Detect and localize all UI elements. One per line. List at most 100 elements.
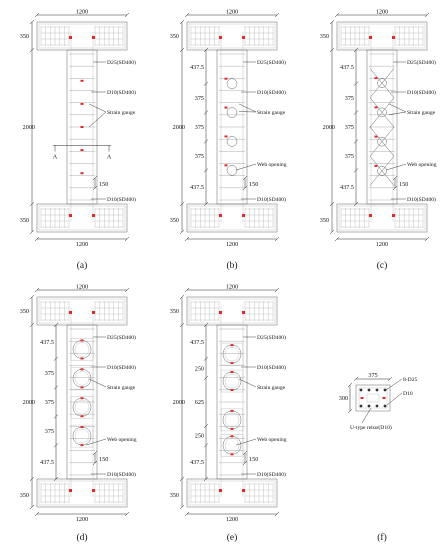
dimension-tick	[274, 236, 280, 242]
flange-cover-line	[188, 298, 276, 324]
web-outline	[66, 49, 98, 205]
strain-gauge-mark	[92, 311, 95, 314]
dimension-tick	[29, 47, 35, 53]
flange-height-label: 350	[20, 492, 29, 499]
strain-gauge-mark	[80, 339, 84, 342]
strain-gauge-mark	[374, 135, 378, 138]
opening-ring-bar	[74, 400, 90, 415]
strain-gauge-mark	[219, 36, 222, 39]
dimension-tick	[387, 376, 393, 382]
web-opening-label: Web opening	[407, 162, 437, 168]
leader-line	[85, 438, 107, 446]
strain-gauge-mark	[92, 214, 95, 217]
strain-gauge-mark	[69, 311, 72, 314]
web-opening	[222, 436, 242, 455]
dimension-tick	[329, 19, 335, 25]
web-opening	[72, 340, 92, 359]
opening-reinforcement	[220, 408, 244, 432]
opening-reinforcement	[70, 367, 94, 390]
width-label: 1200	[226, 516, 238, 523]
height-label: 2000	[173, 124, 185, 131]
web-opening	[377, 166, 387, 176]
strain-gauge-mark	[374, 77, 378, 80]
transverse-bar-label: D10(SD400)	[257, 364, 286, 371]
strain-gauge-mark	[219, 489, 222, 492]
diagonal-bar	[369, 97, 395, 128]
main-bar	[367, 388, 371, 392]
dimension-tick	[179, 294, 185, 300]
strain-gauge-mark	[80, 126, 84, 128]
dimension-tick	[184, 287, 190, 293]
opening-reinforcement	[70, 396, 94, 419]
dimension-tick	[424, 12, 430, 18]
transverse-bar-label: D10(SD400)	[107, 364, 136, 371]
segment-label: 375	[195, 95, 204, 102]
dimension-tick	[179, 229, 185, 235]
dimension-tick	[179, 504, 185, 510]
dimension-tick	[124, 236, 130, 242]
dimension-tick	[353, 376, 359, 382]
web-outline	[66, 324, 98, 480]
flange-cover-line	[38, 23, 126, 49]
stirrup-label: U-type rebar(D10)	[350, 424, 392, 431]
web-opening	[226, 78, 238, 89]
strain-gauge-mark	[80, 386, 84, 389]
dimension-tick	[242, 460, 248, 466]
dimension-tick	[124, 511, 130, 517]
main-bar	[383, 388, 387, 392]
strain-gauge-label: Strain gauge	[407, 110, 436, 116]
spacing-label: 150	[99, 456, 108, 463]
opening-reinforcement	[70, 424, 94, 448]
spacing-label: 150	[249, 181, 258, 188]
u-stirrup	[358, 387, 388, 409]
dimension-tick	[34, 287, 40, 293]
dimension-tick	[34, 12, 40, 18]
dimension-tick	[184, 511, 190, 517]
width-label: 1200	[376, 241, 388, 248]
dimension-tick	[334, 236, 340, 242]
segment-label: 375	[45, 428, 54, 435]
dimension-tick	[392, 185, 398, 191]
segment-label: 250	[195, 433, 204, 440]
opening-ring-bar	[224, 373, 240, 389]
web-opening	[377, 78, 387, 88]
height-label: 2000	[173, 399, 185, 406]
transverse-bar-label: D10(SD400)	[107, 89, 136, 96]
dimension-tick	[242, 175, 248, 181]
web-opening	[222, 371, 242, 391]
leader-line	[388, 103, 407, 113]
opening-ring-bar	[74, 428, 90, 444]
strain-gauge-mark	[80, 79, 84, 82]
height-label: 2000	[23, 399, 35, 406]
flange-cover-line	[338, 23, 426, 49]
dimension-tick	[274, 287, 280, 293]
dimension-tick	[274, 511, 280, 517]
flange-height-label: 350	[320, 217, 329, 224]
web-outline	[216, 324, 248, 480]
flange-cover-line	[38, 480, 126, 506]
web-opening	[226, 165, 238, 176]
segment-label: 625	[195, 399, 204, 406]
transverse-bar-label: D10(SD400)	[257, 89, 286, 96]
strain-gauge-mark	[242, 311, 245, 314]
leader-line	[238, 378, 257, 388]
transverse-bar-label: D10(SD400)	[257, 471, 286, 478]
flange-height-label: 350	[320, 33, 329, 40]
dimension-tick	[92, 460, 98, 466]
web-opening	[72, 426, 92, 446]
main-bar	[367, 404, 371, 408]
strain-gauge-mark	[382, 397, 386, 399]
strain-gauge-mark	[219, 311, 222, 314]
strain-gauge-mark	[80, 357, 84, 360]
strain-gauge-mark	[80, 444, 84, 447]
flange-height-label: 350	[20, 217, 29, 224]
main-bar	[359, 404, 363, 408]
tie-label: D10	[403, 391, 413, 397]
dimension-tick	[184, 12, 190, 18]
strain-gauge-mark	[219, 214, 222, 217]
specimen-panel-c: 1200 1200 350 350 D25(SD400) D10(SD400) D10(SD…	[320, 9, 437, 249]
width-label: 1200	[226, 284, 238, 291]
segment-label: 375	[195, 153, 204, 160]
dimension-tick	[53, 476, 59, 482]
